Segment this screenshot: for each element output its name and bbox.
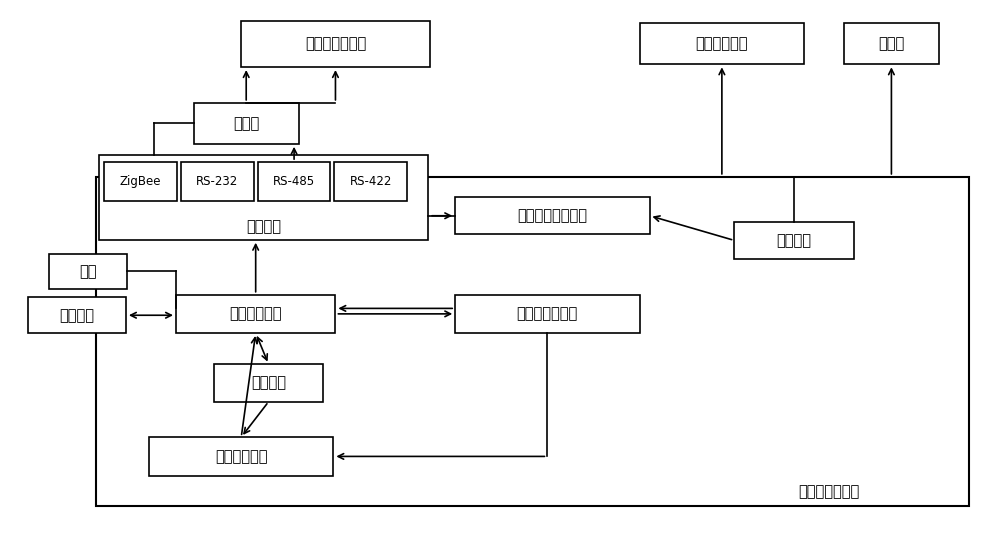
Text: 微处理器模块: 微处理器模块 xyxy=(229,306,282,321)
Text: 智能匝道控制机: 智能匝道控制机 xyxy=(798,484,860,500)
Text: 匝道信息情报板: 匝道信息情报板 xyxy=(305,36,366,51)
FancyBboxPatch shape xyxy=(241,20,430,67)
Text: 车辆检测输入模块: 车辆检测输入模块 xyxy=(517,208,587,223)
Text: ZigBee: ZigBee xyxy=(120,175,161,188)
FancyBboxPatch shape xyxy=(181,162,254,202)
Text: 以太网: 以太网 xyxy=(233,116,259,131)
FancyBboxPatch shape xyxy=(149,437,333,476)
Text: 电源模块: 电源模块 xyxy=(251,375,286,391)
FancyBboxPatch shape xyxy=(104,162,177,202)
Text: 键盘: 键盘 xyxy=(79,264,97,279)
FancyBboxPatch shape xyxy=(176,295,335,333)
Text: RS-232: RS-232 xyxy=(196,175,238,188)
FancyBboxPatch shape xyxy=(214,364,323,402)
FancyBboxPatch shape xyxy=(455,295,640,333)
FancyBboxPatch shape xyxy=(455,197,650,234)
FancyBboxPatch shape xyxy=(99,155,428,240)
FancyBboxPatch shape xyxy=(334,162,407,202)
Text: 信号灯: 信号灯 xyxy=(878,36,905,51)
FancyBboxPatch shape xyxy=(640,23,804,64)
FancyBboxPatch shape xyxy=(258,162,330,202)
FancyBboxPatch shape xyxy=(194,103,299,144)
FancyBboxPatch shape xyxy=(844,23,939,64)
Text: 信号灯输出模块: 信号灯输出模块 xyxy=(517,306,578,321)
FancyBboxPatch shape xyxy=(28,298,126,333)
Text: 接线端子: 接线端子 xyxy=(777,233,812,248)
Text: RS-422: RS-422 xyxy=(350,175,392,188)
FancyBboxPatch shape xyxy=(49,253,127,289)
Text: 车辆检测装置: 车辆检测装置 xyxy=(696,36,748,51)
FancyBboxPatch shape xyxy=(734,222,854,259)
Text: RS-485: RS-485 xyxy=(273,175,315,188)
Text: 通讯模块: 通讯模块 xyxy=(246,219,281,234)
Text: 显示装置: 显示装置 xyxy=(60,308,95,323)
FancyBboxPatch shape xyxy=(96,177,969,506)
Text: 故障检测模块: 故障检测模块 xyxy=(215,449,267,464)
